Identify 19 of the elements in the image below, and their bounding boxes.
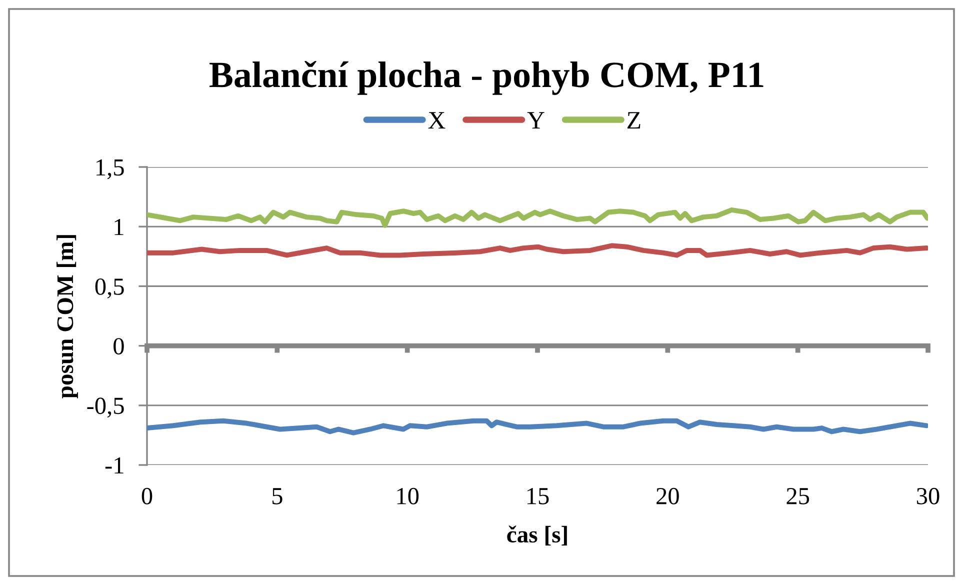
x-tick-label: 15 [527,488,549,504]
y-tick-label: 0,5 [95,278,124,298]
x-tick-label: 20 [656,488,679,504]
y-tick-label: 1 [114,218,124,236]
legend-label: Y [527,112,544,128]
legend-label: X [428,112,446,128]
chart-title: Balanční plocha - pohyb COM, P11 [209,61,764,95]
y-tick-label: 0 [114,338,124,354]
x-tick-label: 25 [786,488,810,504]
x-axis-title: čas [s] [507,526,567,546]
x-tick-label: 30 [917,488,940,504]
legend-label: Z [627,112,640,128]
x-tick-label: 5 [272,488,282,504]
y-tick-label: -0,5 [87,398,124,418]
y-tick-label: -1 [105,457,124,474]
y-tick-label: 1,5 [96,159,124,180]
x-tick-label: 10 [397,488,419,504]
y-axis-title: posun COM [m] [56,235,78,398]
x-tick-label: 0 [142,488,152,504]
